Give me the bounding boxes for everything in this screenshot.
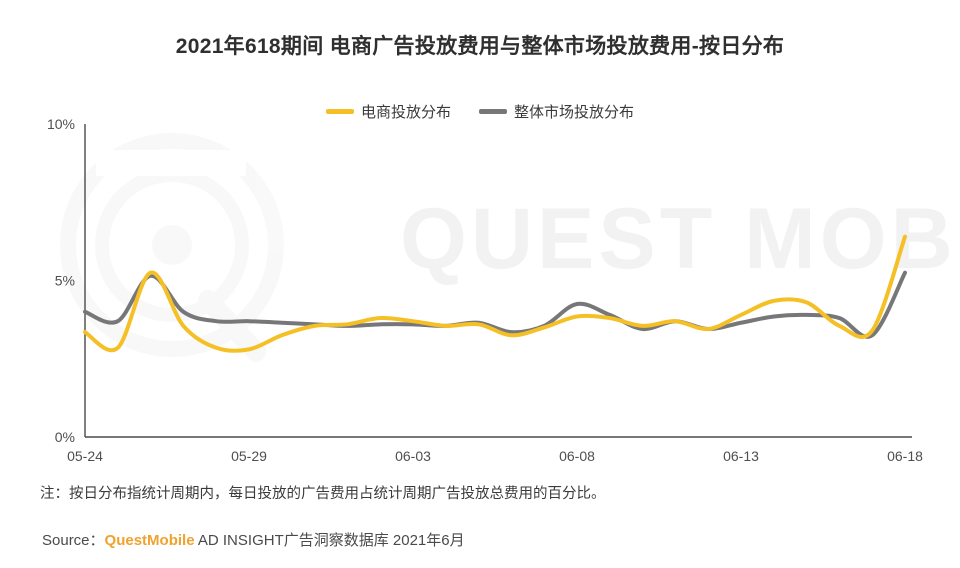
y-tick-label: 0% <box>55 429 75 445</box>
x-tick-label: 06-13 <box>723 448 759 464</box>
watermark-logo-icon <box>60 133 284 362</box>
y-tick-label: 10% <box>47 116 75 132</box>
legend-label-ecommerce: 电商投放分布 <box>360 104 451 121</box>
source-suffix: AD INSIGHT广告洞察数据库 2021年6月 <box>194 532 465 549</box>
series-line-overall-market <box>83 270 907 339</box>
source-brand: QuestMobile <box>104 532 195 549</box>
x-tick-label: 06-18 <box>887 448 923 464</box>
series-line-ecommerce <box>83 234 907 353</box>
x-tick-label: 05-29 <box>231 448 267 464</box>
legend-swatch-overall-market <box>479 109 507 114</box>
legend-label-overall-market: 整体市场投放分布 <box>514 104 635 121</box>
x-axis-ticks: 05-24 05-29 06-03 06-08 06-13 06-18 <box>67 448 923 464</box>
x-tick-label: 06-03 <box>395 448 431 464</box>
chart-legend: 电商投放分布 整体市场投放分布 <box>0 101 960 122</box>
page-title: 2021年618期间 电商广告投放费用与整体市场投放费用-按日分布 <box>175 35 785 58</box>
legend-swatch-ecommerce <box>325 109 354 114</box>
source-prefix: Source： <box>42 532 105 549</box>
legend-item-ecommerce[interactable]: 电商投放分布 <box>325 101 451 122</box>
legend-item-overall-market[interactable]: 整体市场投放分布 <box>479 101 634 122</box>
x-tick-label: 05-24 <box>67 448 103 464</box>
x-tick-label: 06-08 <box>559 448 595 464</box>
y-axis-ticks: 0% 5% 10% <box>47 116 75 445</box>
chart-footnote: 注：按日分布指统计周期内，每日投放的广告费用占统计周期广告投放总费用的百分比。 <box>40 486 606 502</box>
watermark-text: QUEST MOBILE <box>400 191 960 287</box>
source-line: Source：QuestMobile AD INSIGHT广告洞察数据库 202… <box>42 529 465 550</box>
y-tick-label: 5% <box>55 273 75 289</box>
